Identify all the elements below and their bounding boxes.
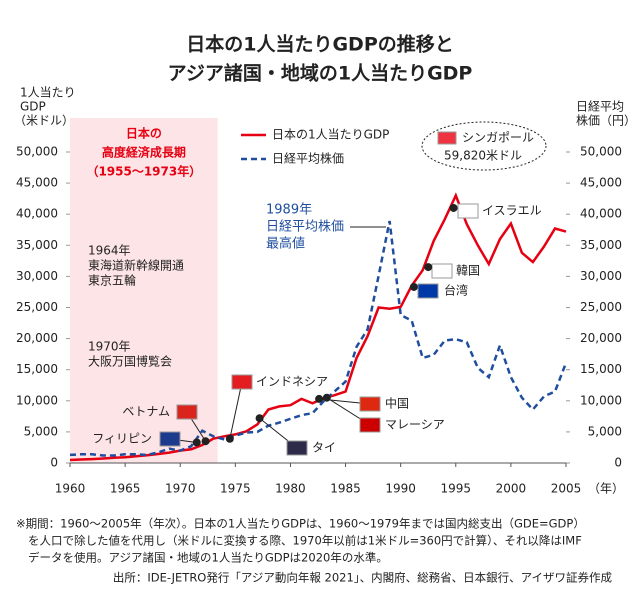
event-label: 1964年 (88, 244, 131, 258)
x-unit: （年） (588, 482, 624, 496)
x-tick-label: 1985 (330, 482, 361, 496)
y2-tick-label: 5,000 (588, 424, 622, 438)
y-tick-label: 25,000 (16, 300, 58, 314)
flag (417, 283, 439, 299)
footnote: を人口で除した値を代用し（米ドルに変換する際、1970年以前は1米ドル=360円… (28, 534, 582, 548)
y2-tick-label: 0 (614, 456, 622, 470)
event-label: 1970年 (88, 340, 131, 354)
country-label: フィリピン (92, 432, 152, 446)
y-tick-label: 15,000 (16, 362, 58, 376)
y-tick-label: 40,000 (16, 207, 58, 221)
y-tick-label: 35,000 (16, 238, 58, 252)
country-label: 韓国 (456, 264, 480, 278)
chart-title: 日本の1人当たりGDPの推移と (186, 33, 454, 56)
flag (286, 440, 308, 456)
x-tick-label: 1965 (110, 482, 141, 496)
x-tick-label: 2005 (551, 482, 582, 496)
x-tick-label: 1990 (385, 482, 416, 496)
country-point (409, 282, 418, 291)
y-label: （米ドル） (14, 114, 74, 128)
footnote: ※期間：1960～2005年（年次）。日本の1人当たりGDPは、1960～197… (16, 517, 585, 531)
x-tick-label: 1970 (165, 482, 196, 496)
peak-note: 1989年 (266, 203, 312, 218)
y2-tick-label: 35,000 (580, 238, 622, 252)
flag (359, 396, 381, 412)
footnote: データを使用。アジア諸国・地域の1人当たりGDPは2020年の水準。 (28, 551, 388, 565)
flag (176, 404, 198, 420)
x-tick-label: 1980 (275, 482, 306, 496)
y-tick-label: 0 (50, 456, 58, 470)
country-point (255, 414, 264, 423)
flag (359, 417, 381, 433)
y2-tick-label: 10,000 (580, 393, 622, 407)
flag (437, 131, 457, 145)
flag (431, 263, 453, 279)
chart-title: アジア諸国・地域の1人当たりGDP (168, 62, 473, 85)
line-series (69, 220, 568, 457)
country-point (192, 438, 201, 447)
country-point (449, 203, 458, 212)
event-label: 東海道新幹線開通 (88, 258, 184, 273)
country-point (315, 394, 324, 403)
country-label: イスラエル (482, 204, 542, 218)
country-label: 台湾 (444, 283, 468, 298)
peak-note: 最高値 (266, 236, 305, 252)
y2-label: 日経平均 (576, 100, 624, 114)
y2-tick-label: 45,000 (580, 176, 622, 190)
country-label: インドネシア (256, 375, 328, 389)
country-label: タイ (312, 441, 336, 455)
flag (159, 431, 181, 447)
country-label: マレーシア (385, 418, 445, 432)
y-label: GDP (20, 100, 46, 114)
x-tick-label: 1975 (220, 482, 251, 496)
legend-label: 日経平均株価 (272, 151, 344, 166)
y-tick-label: 45,000 (16, 176, 58, 190)
y-label: 1人当たり (20, 86, 76, 100)
source: 出所：IDE-JETRO発行「アジア動向年報 2021」、内閣府、総務省、日本銀… (113, 571, 613, 585)
x-tick-label: 1995 (441, 482, 472, 496)
y2-tick-label: 25,000 (580, 300, 622, 314)
y2-label: 株価（円） (576, 113, 636, 128)
country-label: 中国 (385, 396, 409, 411)
x-tick-label: 1960 (55, 482, 86, 496)
singapore-name: シンガポール (462, 131, 534, 145)
y2-tick-label: 15,000 (580, 362, 622, 376)
legend-label: 日本の1人当たりGDP (272, 128, 389, 142)
country-point (424, 263, 433, 272)
y2-tick-label: 50,000 (580, 145, 622, 159)
period-label: 高度経済成長期 (102, 145, 186, 160)
period-label: 日本の (126, 126, 162, 141)
country-point (225, 434, 234, 443)
country-point (201, 437, 210, 446)
singapore-box (421, 121, 547, 171)
y-tick-label: 5,000 (24, 424, 58, 438)
event-label: 東京五輪 (88, 273, 136, 288)
country-label: ベトナム (122, 405, 170, 419)
event-label: 大阪万国博覧会 (88, 354, 172, 369)
leader (229, 381, 243, 439)
period-label: （1955～1973年） (86, 164, 201, 179)
y-tick-label: 20,000 (16, 331, 58, 345)
y-tick-label: 30,000 (16, 269, 58, 283)
y-tick-label: 50,000 (16, 145, 58, 159)
y-tick-label: 10,000 (16, 393, 58, 407)
flag (231, 374, 253, 390)
flag (457, 203, 479, 219)
y2-tick-label: 30,000 (580, 269, 622, 283)
country-point (322, 393, 331, 402)
peak-note: 日経平均株価 (266, 220, 344, 235)
singapore-value: 59,820米ドル (444, 149, 522, 163)
x-tick-label: 2000 (496, 482, 527, 496)
y2-tick-label: 20,000 (580, 331, 622, 345)
y2-tick-label: 40,000 (580, 207, 622, 221)
